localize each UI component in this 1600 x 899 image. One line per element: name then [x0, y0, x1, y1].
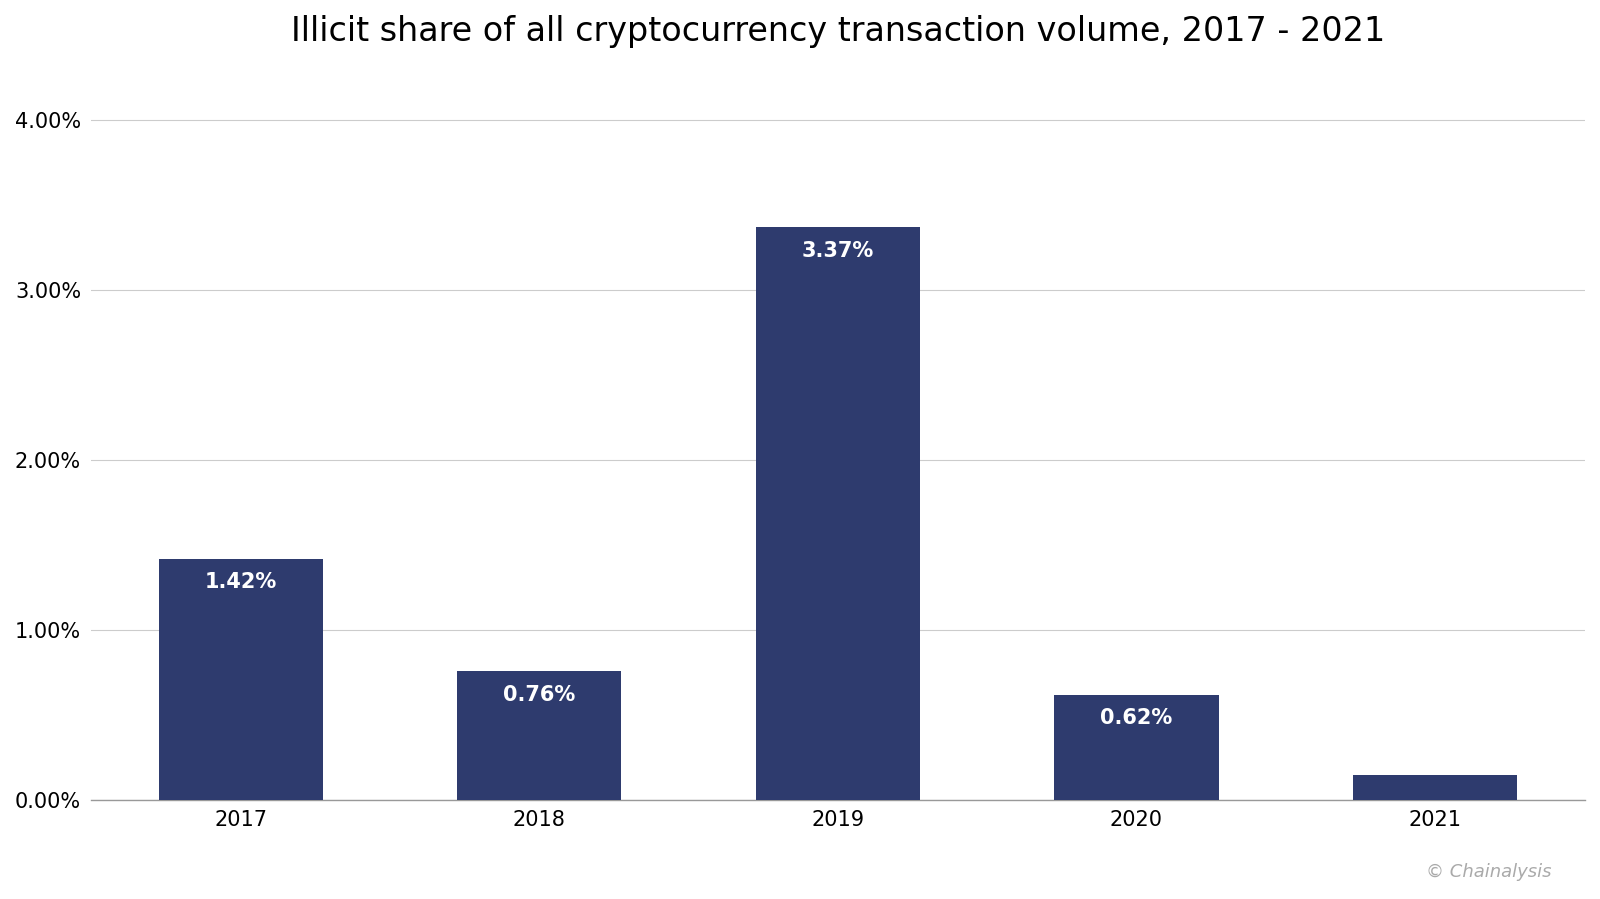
Text: 3.37%: 3.37% [802, 241, 874, 261]
Text: © Chainalysis: © Chainalysis [1427, 863, 1552, 881]
Text: 0.15%: 0.15% [1398, 778, 1470, 797]
Text: 0.76%: 0.76% [504, 685, 576, 705]
Bar [158, 559, 323, 800]
Bar [755, 227, 920, 800]
Text: 1.42%: 1.42% [205, 573, 277, 592]
Bar [1054, 695, 1219, 800]
Bar [1354, 775, 1517, 800]
Title: Illicit share of all cryptocurrency transaction volume, 2017 - 2021: Illicit share of all cryptocurrency tran… [291, 15, 1386, 48]
Text: 0.62%: 0.62% [1101, 708, 1173, 728]
Bar [458, 671, 621, 800]
